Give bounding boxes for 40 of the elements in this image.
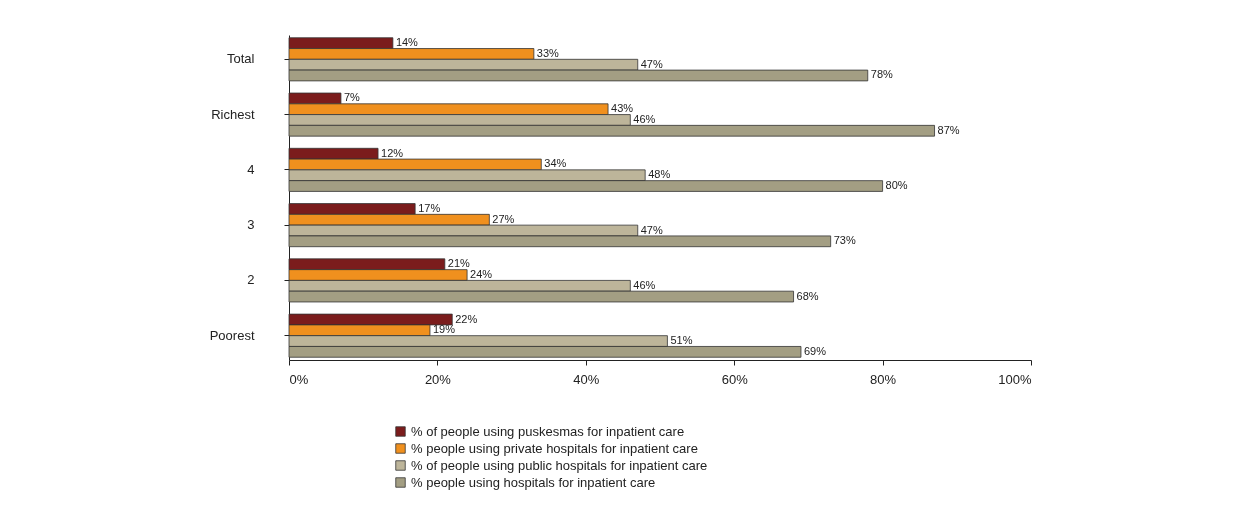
data-label: 17% bbox=[418, 201, 441, 214]
legend-label: % people using private hospitals for inpatient care bbox=[411, 440, 698, 456]
data-label: 12% bbox=[381, 146, 404, 159]
legend-label: % of people using puskesmas for inpatient care bbox=[411, 423, 685, 439]
data-label: 34% bbox=[544, 157, 567, 170]
data-label: 69% bbox=[803, 344, 827, 357]
x-tick-label: 20% bbox=[424, 371, 452, 387]
y-tick-label: 4 bbox=[247, 161, 255, 177]
data-label: 73% bbox=[833, 234, 856, 247]
data-label: 21% bbox=[447, 257, 471, 270]
y-tick-label: Total bbox=[227, 51, 255, 67]
data-label: 46% bbox=[633, 278, 656, 291]
data-label: 33% bbox=[536, 46, 560, 59]
x-tick-label: 40% bbox=[573, 371, 600, 387]
legend-label: % of people using public hospitals for inpatient care bbox=[411, 457, 708, 473]
data-label: 87% bbox=[937, 123, 960, 136]
data-label: 51% bbox=[670, 334, 693, 347]
data-label: 22% bbox=[455, 312, 478, 325]
y-tick-label: 3 bbox=[247, 217, 255, 233]
y-tick-label: 2 bbox=[247, 272, 255, 288]
data-label: 19% bbox=[432, 323, 456, 336]
data-label: 47% bbox=[640, 223, 663, 236]
x-tick-label: 0% bbox=[289, 371, 309, 387]
data-label: 68% bbox=[796, 289, 819, 302]
data-label: 27% bbox=[492, 212, 515, 225]
data-label: 46% bbox=[633, 112, 656, 125]
data-label: 14% bbox=[395, 36, 419, 49]
data-label: 24% bbox=[470, 268, 493, 281]
x-tick-label: 100% bbox=[998, 371, 1032, 387]
data-label: 78% bbox=[870, 68, 893, 81]
y-tick-label: Richest bbox=[211, 106, 255, 122]
data-label: 43% bbox=[611, 102, 634, 115]
legend-label: % people using hospitals for inpatient care bbox=[411, 474, 656, 490]
x-tick-label: 60% bbox=[721, 371, 749, 387]
y-tick-label: Poorest bbox=[209, 327, 255, 343]
data-label: 47% bbox=[640, 57, 663, 70]
x-tick-label: 80% bbox=[870, 371, 897, 387]
data-label: 7% bbox=[343, 91, 361, 104]
data-label: 80% bbox=[885, 179, 908, 192]
data-label: 48% bbox=[648, 168, 671, 181]
